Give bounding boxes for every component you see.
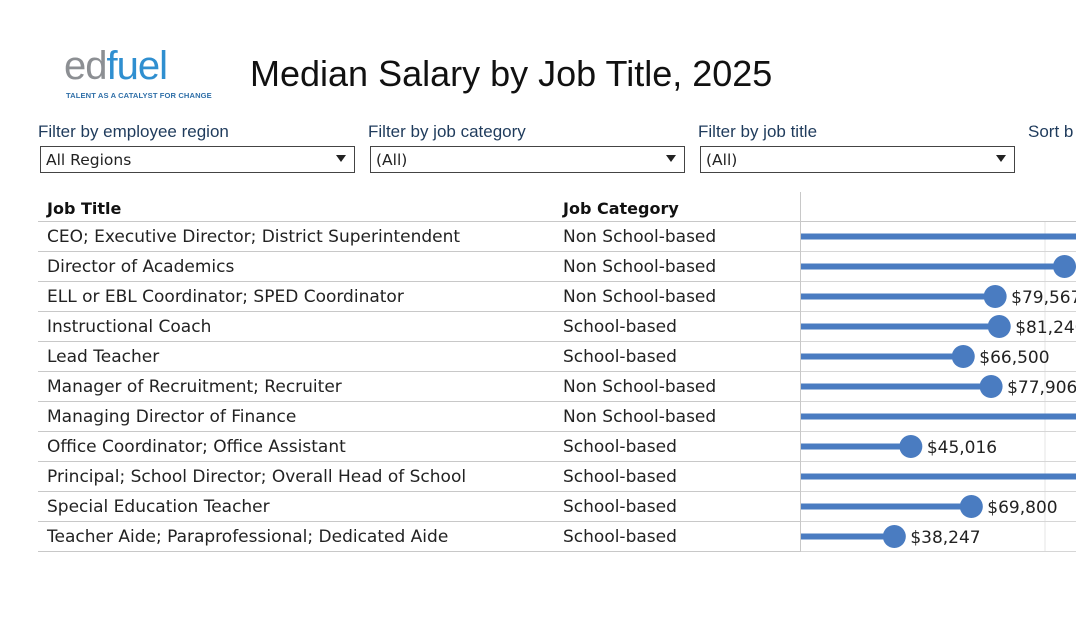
salary-dot: [987, 315, 1011, 338]
salary-dot: [1053, 255, 1076, 278]
row-divider: [38, 281, 800, 282]
job-title-cell: Manager of Recruitment; Recruiter: [47, 377, 342, 397]
table-row: Office Coordinator; Office Assistant Sch…: [38, 432, 1076, 462]
job-title-cell: Principal; School Director; Overall Head…: [47, 467, 467, 487]
chevron-down-icon: [336, 155, 346, 162]
chevron-down-icon: [666, 155, 676, 162]
logo-word-part2: fuel: [106, 44, 168, 88]
table-row: Teacher Aide; Paraprofessional; Dedicate…: [38, 522, 1076, 552]
table-row: Director of Academics Non School-based: [38, 252, 1076, 282]
jobtitle-filter-dropdown[interactable]: (All): [700, 146, 1015, 173]
chart-divider: [800, 192, 801, 552]
row-divider: [38, 371, 800, 372]
salary-label: $77,906: [1007, 378, 1076, 398]
row-divider: [38, 551, 800, 552]
job-title-cell: Managing Director of Finance: [47, 407, 297, 427]
header-job-title: Job Title: [47, 199, 122, 218]
table-row: ELL or EBL Coordinator; SPED Coordinator…: [38, 282, 1076, 312]
job-category-cell: Non School-based: [563, 377, 717, 397]
job-title-cell: Director of Academics: [47, 257, 235, 277]
salary-lollipop-chart: $79,567 $81,240 $66,500 $77,906 $45,016 $69,8…: [801, 222, 1076, 552]
table-row: Lead Teacher School-based: [38, 342, 1076, 372]
page-title: Median Salary by Job Title, 2025: [250, 53, 773, 94]
job-title-cell: Lead Teacher: [47, 347, 160, 367]
salary-dot: [899, 435, 923, 458]
category-filter-dropdown[interactable]: (All): [370, 146, 685, 173]
salary-label: $45,016: [927, 438, 997, 458]
job-title-cell: ELL or EBL Coordinator; SPED Coordinator: [47, 287, 404, 307]
job-category-cell: Non School-based: [563, 227, 717, 247]
salary-dot: [983, 285, 1007, 308]
table-row: Managing Director of Finance Non School-…: [38, 402, 1076, 432]
row-divider: [38, 461, 800, 462]
logo-wordmark: edfuel: [64, 44, 168, 88]
salary-label: $79,567: [1011, 288, 1076, 308]
job-title-cell: Instructional Coach: [47, 317, 212, 337]
header-job-category: Job Category: [563, 199, 679, 218]
table-row: Special Education Teacher School-based: [38, 492, 1076, 522]
row-divider: [38, 341, 800, 342]
job-category-cell: Non School-based: [563, 407, 717, 427]
job-category-cell: School-based: [563, 527, 677, 547]
region-filter-label: Filter by employee region: [38, 122, 229, 141]
sort-label: Sort b: [1028, 122, 1074, 141]
row-divider: [38, 491, 800, 492]
salary-label: $81,240: [1015, 318, 1076, 338]
job-category-cell: School-based: [563, 347, 677, 367]
job-category-cell: Non School-based: [563, 287, 717, 307]
job-title-cell: CEO; Executive Director; District Superi…: [47, 227, 461, 247]
row-divider: [38, 311, 800, 312]
row-divider: [38, 521, 800, 522]
job-category-cell: School-based: [563, 437, 677, 457]
region-filter-dropdown[interactable]: All Regions: [40, 146, 355, 173]
chevron-down-icon: [996, 155, 1006, 162]
job-category-cell: School-based: [563, 497, 677, 517]
row-divider: [38, 401, 800, 402]
header-divider: [38, 221, 1076, 222]
job-category-cell: School-based: [563, 317, 677, 337]
salary-dot: [979, 375, 1003, 398]
job-title-cell: Office Coordinator; Office Assistant: [47, 437, 346, 457]
jobtitle-filter-label: Filter by job title: [698, 122, 818, 141]
job-category-cell: Non School-based: [563, 257, 717, 277]
logo-tagline: TALENT AS A CATALYST FOR CHANGE: [66, 91, 212, 100]
table-row: Principal; School Director; Overall Head…: [38, 462, 1076, 492]
salary-dot: [951, 345, 975, 368]
edfuel-logo: edfuel TALENT AS A CATALYST FOR CHANGE: [64, 46, 214, 102]
logo-word-part1: ed: [64, 44, 107, 88]
row-divider: [38, 431, 800, 432]
jobtitle-filter-value: (All): [706, 151, 738, 169]
salary-label: $38,247: [910, 528, 980, 548]
job-title-cell: Special Education Teacher: [47, 497, 270, 517]
salary-dot: [959, 495, 983, 518]
table-row: CEO; Executive Director; District Superi…: [38, 222, 1076, 252]
salary-label: $69,800: [987, 498, 1057, 518]
job-title-cell: Teacher Aide; Paraprofessional; Dedicate…: [47, 527, 449, 547]
table-row: Instructional Coach School-based: [38, 312, 1076, 342]
category-filter-value: (All): [376, 151, 408, 169]
region-filter-value: All Regions: [46, 151, 132, 169]
row-divider: [38, 251, 800, 252]
salary-label: $66,500: [979, 348, 1049, 368]
job-category-cell: School-based: [563, 467, 677, 487]
table-row: Manager of Recruitment; Recruiter Non Sc…: [38, 372, 1076, 402]
salary-dot: [882, 525, 906, 548]
category-filter-label: Filter by job category: [368, 122, 526, 141]
